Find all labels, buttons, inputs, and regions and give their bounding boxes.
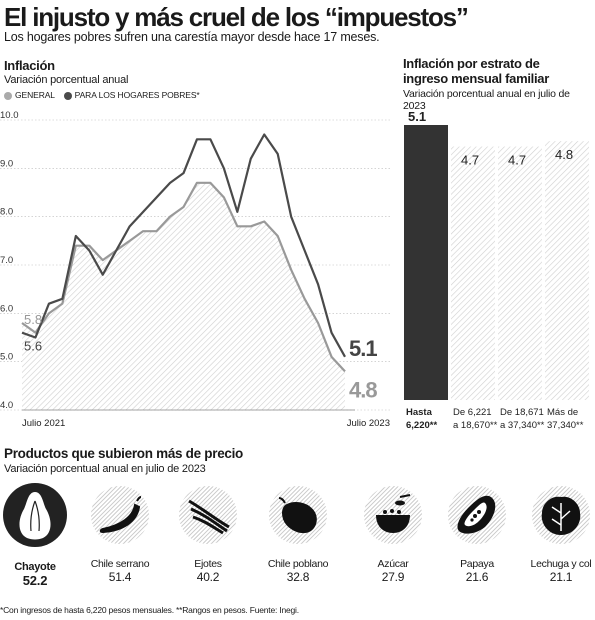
bar-category-label: Más de [547,407,578,418]
legend-general-dot [4,91,12,100]
bar-value-label: 5.1 [408,109,426,124]
product-value: 32.8 [286,570,310,584]
bar-value-label: 4.7 [461,153,479,168]
legend-general-label: GENERAL [15,90,55,100]
product-name: Azúcar [377,558,409,570]
product-item: Papaya 21.6 [438,486,516,584]
headline: El injusto y más cruel de los “impuestos… [4,2,469,32]
bar-category-label: 37,340** [547,420,584,431]
ejotes-icon [179,486,237,544]
bar [404,125,448,400]
y-tick-label: 10.0 [0,110,19,121]
y-tick-label: 7.0 [0,255,13,266]
product-item: Ejotes 40.2 [169,486,247,584]
series-general-end-label: 4.8 [349,377,377,402]
products-title: Productos que subieron más de precio [4,446,244,461]
series-poor-end-label: 5.1 [349,336,377,361]
line-chart-legend: GENERAL PARA LOS HOGARES POBRES* [4,90,200,100]
x-tick-label: Julio 2023 [347,418,390,429]
product-value: 51.4 [108,570,132,584]
bar-category-label: De 6,221 [453,407,492,418]
bar-chart-subtitle: Variación porcentual anual en julio de 2… [403,88,570,112]
product-item: Chile poblano 32.8 [259,486,337,584]
series-poor-line [21,133,346,358]
bar [451,146,495,400]
bar-value-label: 4.7 [508,153,526,168]
y-tick-label: 9.0 [0,158,13,169]
area-general [22,182,345,410]
bar [545,141,589,401]
y-tick-label: 6.0 [0,303,13,314]
product-name: Ejotes [194,558,222,570]
product-name: Chayote [14,561,56,573]
product-item: Lechuga y col 21.1 [522,486,595,584]
product-name: Chile poblano [267,558,329,570]
chayote-icon [3,483,67,547]
sugar-bowl-icon [364,486,422,544]
product-value: 21.6 [465,570,489,584]
bar-chart: 5.1 Hasta 6,220** 4.7 De 6,221 a 18,670** 4.7 D… [404,109,589,431]
footnote: *Con ingresos de hasta 6,220 pesos mensu… [0,605,299,615]
series-general-start-label: 5.8 [24,312,42,327]
chile-poblano-icon [269,486,327,544]
bar-category-label: a 37,340** [500,420,545,431]
product-item: Chile serrano 51.4 [81,486,159,584]
product-name: Lechuga y col [530,558,592,570]
bar-chart-title-line1: Inflación por estrato de [403,56,540,71]
legend-poor-label: PARA LOS HOGARES POBRES* [74,90,200,100]
bar-category-label: De 18,671 [500,407,544,418]
bar-category-label: 6,220** [406,420,437,431]
papaya-icon [448,486,506,544]
series-poor-start-label: 5.6 [24,339,42,354]
x-tick-label: Julio 2021 [22,418,65,429]
product-value: 21.1 [549,570,573,584]
line-chart-title: Inflación [4,58,55,73]
bar [498,146,542,400]
legend-poor: PARA LOS HOGARES POBRES* [63,90,200,100]
product-item: Chayote 52.2 [0,483,74,588]
product-name: Chile serrano [90,558,150,570]
y-tick-label: 4.0 [0,400,13,411]
product-value: 52.2 [22,573,48,588]
product-value: 27.9 [381,570,405,584]
bar-value-label: 4.8 [555,147,573,162]
bar-chart-title-line2: ingreso mensual familiar [403,71,549,86]
product-item: Azúcar 27.9 [354,486,432,584]
bar-category-label: Hasta [406,407,433,418]
bar-category-label: a 18,670** [453,420,498,431]
products-subtitle: Variación porcentual anual en julio de 2… [4,463,206,475]
product-value: 40.2 [196,570,220,584]
line-chart: 10.0 9.0 8.0 7.0 6.0 5.0 4.0 Julio 2021 Julio 20… [0,110,390,429]
legend-poor-dot [63,91,72,100]
chile-serrano-icon [91,486,149,544]
y-tick-label: 8.0 [0,207,13,218]
series-general-line [21,181,346,373]
lettuce-icon [532,486,590,544]
line-chart-subtitle: Variación porcentual anual [4,74,129,86]
y-tick-label: 5.0 [0,352,13,363]
subheadline: Los hogares pobres sufren una carestía m… [4,30,380,44]
product-name: Papaya [460,558,494,570]
legend-general: GENERAL [4,90,55,100]
